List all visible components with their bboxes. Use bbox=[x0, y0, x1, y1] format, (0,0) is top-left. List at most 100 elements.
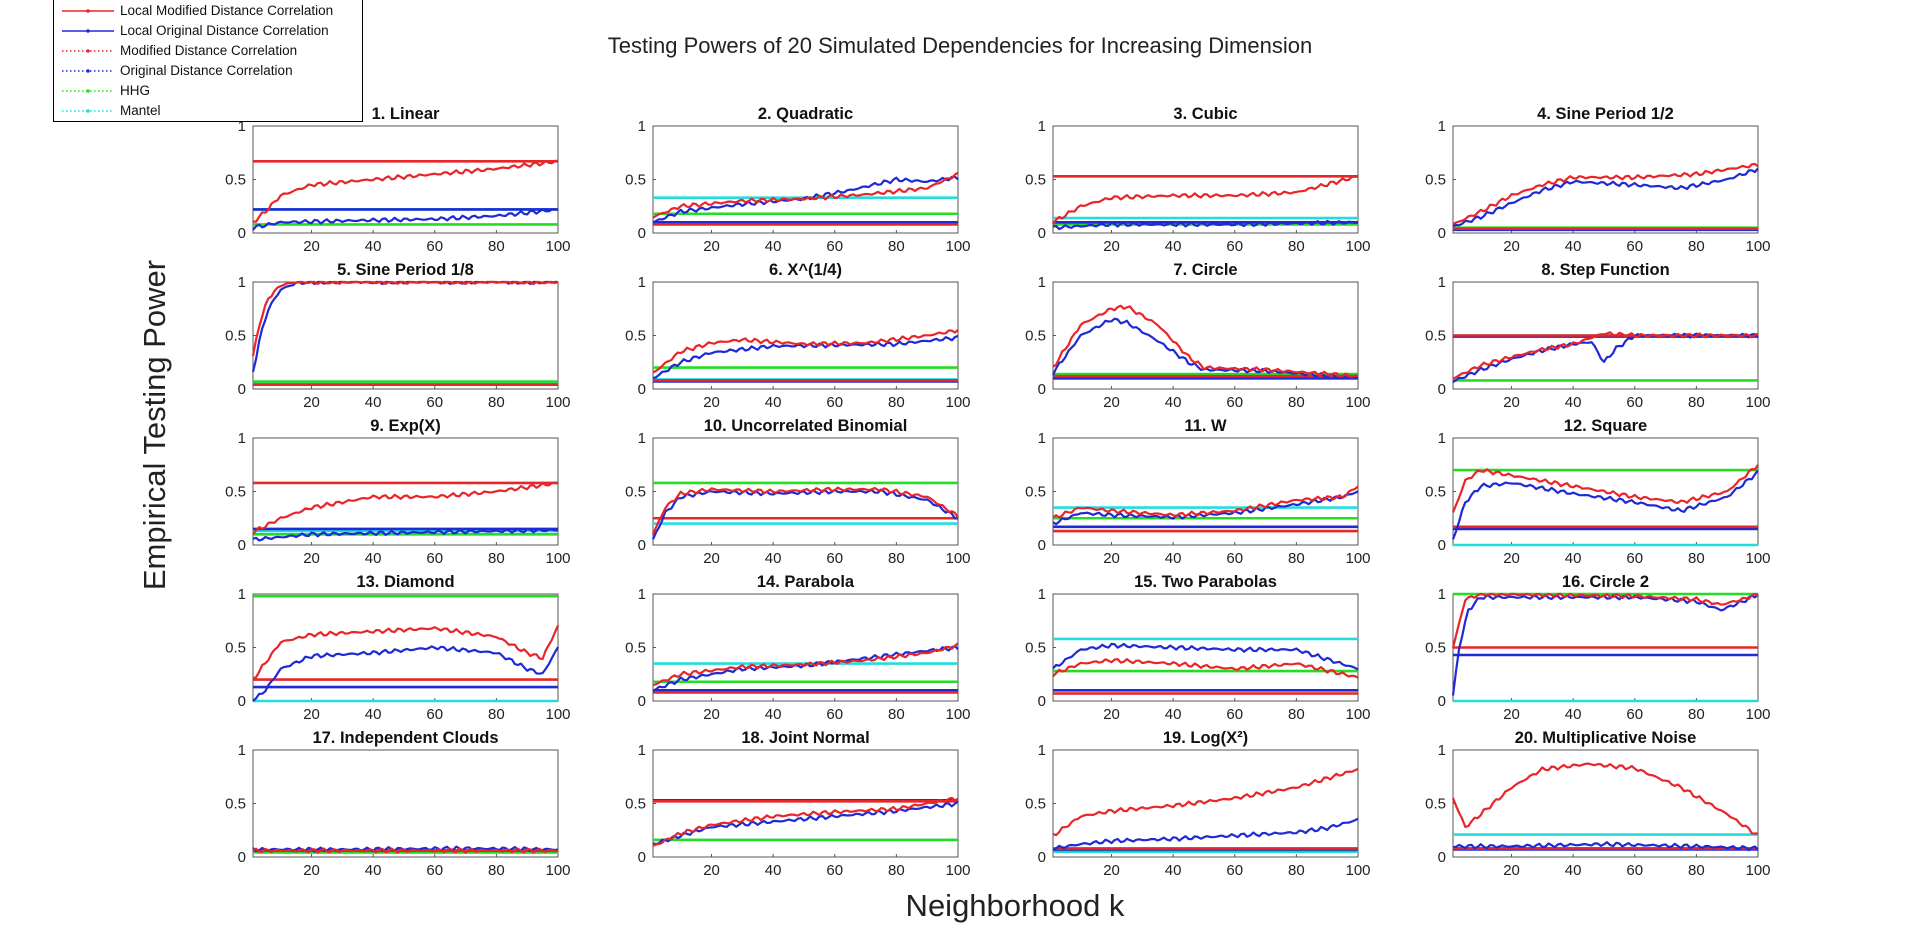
panel-12: 12. Square 20 40 60 80 100 0 0.5 1 bbox=[1425, 417, 1770, 567]
y-tick-label: 0.5 bbox=[1025, 172, 1046, 189]
y-tick-label: 0 bbox=[638, 225, 646, 242]
local-mcorr-line bbox=[1452, 162, 1759, 226]
y-tick-label: 0 bbox=[638, 381, 646, 398]
x-tick-label: 60 bbox=[1626, 550, 1643, 567]
x-tick-label: 80 bbox=[488, 706, 505, 723]
panel-16: 16. Circle 2 20 40 60 80 100 0 0.5 1 bbox=[1425, 573, 1770, 723]
x-tick-label: 100 bbox=[1745, 394, 1770, 411]
y-axis-label: Empirical Testing Power bbox=[137, 259, 172, 591]
x-tick-label: 20 bbox=[303, 238, 320, 255]
x-tick-label: 20 bbox=[1103, 238, 1120, 255]
y-tick-label: 0.5 bbox=[1025, 640, 1046, 657]
axes-box bbox=[1452, 125, 1759, 234]
y-tick-label: 0 bbox=[1438, 225, 1446, 242]
x-tick-label: 80 bbox=[888, 706, 905, 723]
legend-entry-local-mcorr: Local Modified Distance Correlation bbox=[54, 1, 362, 21]
y-tick-label: 0.5 bbox=[1425, 640, 1446, 657]
x-tick-label: 60 bbox=[426, 706, 443, 723]
y-tick-label: 0 bbox=[238, 693, 246, 710]
panel-title: 12. Square bbox=[1564, 417, 1647, 435]
y-tick-label: 0 bbox=[1038, 225, 1046, 242]
panel-15: 15. Two Parabolas 20 40 60 80 100 0 0.5 1 bbox=[1025, 573, 1370, 723]
local-dcorr-line bbox=[1452, 841, 1759, 852]
y-tick-label: 0.5 bbox=[625, 172, 646, 189]
panel-title: 20. Multiplicative Noise bbox=[1515, 729, 1697, 747]
y-tick-label: 0 bbox=[638, 849, 646, 866]
x-tick-label: 60 bbox=[826, 238, 843, 255]
x-tick-label: 40 bbox=[1565, 706, 1582, 723]
y-tick-label: 0.5 bbox=[1425, 484, 1446, 501]
y-tick-label: 0 bbox=[1438, 849, 1446, 866]
local-mcorr-line bbox=[651, 486, 959, 535]
legend-label: Original Distance Correlation bbox=[120, 63, 293, 78]
x-tick-label: 20 bbox=[703, 706, 720, 723]
y-tick-label: 0.5 bbox=[225, 796, 246, 813]
local-mcorr-line bbox=[252, 159, 559, 223]
x-tick-label: 60 bbox=[426, 862, 443, 879]
panel-17: 17. Independent Clouds 20 40 60 80 100 0 0.5 1 bbox=[225, 729, 570, 879]
panel-14: 14. Parabola 20 40 60 80 100 0 0.5 1 bbox=[625, 573, 970, 723]
x-axis-label: Neighborhood k bbox=[905, 888, 1125, 923]
local-mcorr-line bbox=[1052, 304, 1359, 378]
local-mcorr-line bbox=[252, 847, 559, 854]
x-tick-label: 100 bbox=[1345, 862, 1370, 879]
axes-box bbox=[652, 593, 959, 702]
x-tick-label: 20 bbox=[1503, 550, 1520, 567]
y-tick-label: 0.5 bbox=[1025, 328, 1046, 345]
panel-title: 19. Log(X²) bbox=[1163, 729, 1248, 747]
panel-title: 10. Uncorrelated Binomial bbox=[704, 417, 908, 435]
legend-swatch-local-mcorr bbox=[62, 9, 114, 13]
x-tick-label: 100 bbox=[1745, 862, 1770, 879]
panel-title: 16. Circle 2 bbox=[1562, 573, 1649, 591]
panel-2: 2. Quadratic 20 40 60 80 100 0 0.5 1 bbox=[625, 105, 970, 255]
local-dcorr-line bbox=[1052, 490, 1359, 526]
local-mcorr-line bbox=[252, 481, 559, 535]
y-tick-label: 0.5 bbox=[625, 640, 646, 657]
x-tick-label: 20 bbox=[1103, 550, 1120, 567]
x-tick-label: 100 bbox=[1745, 550, 1770, 567]
panel-9: 9. Exp(X) 20 40 60 80 100 0 0.5 1 bbox=[225, 417, 570, 567]
axes-box bbox=[652, 281, 959, 390]
x-tick-label: 100 bbox=[945, 706, 970, 723]
x-tick-label: 80 bbox=[1288, 394, 1305, 411]
x-tick-label: 40 bbox=[765, 394, 782, 411]
axes-box bbox=[1052, 125, 1359, 234]
local-mcorr-line bbox=[251, 280, 559, 357]
x-tick-label: 40 bbox=[1165, 550, 1182, 567]
panel-11: 11. W 20 40 60 80 100 0 0.5 1 bbox=[1025, 417, 1370, 567]
y-tick-label: 1 bbox=[238, 274, 246, 291]
x-tick-label: 40 bbox=[1165, 394, 1182, 411]
local-mcorr-line bbox=[652, 642, 959, 687]
x-tick-label: 40 bbox=[1165, 706, 1182, 723]
x-tick-label: 80 bbox=[888, 394, 905, 411]
panel-10: 10. Uncorrelated Binomial 20 40 60 80 100 0 0.5… bbox=[625, 417, 970, 567]
x-tick-label: 100 bbox=[1345, 550, 1370, 567]
x-tick-label: 80 bbox=[488, 862, 505, 879]
y-tick-label: 1 bbox=[238, 118, 246, 135]
panel-6: 6. X^(1/4) 20 40 60 80 100 0 0.5 1 bbox=[625, 261, 970, 411]
x-tick-label: 100 bbox=[545, 394, 570, 411]
x-tick-label: 40 bbox=[1565, 550, 1582, 567]
chart-title: Testing Powers of 20 Simulated Dependenc… bbox=[607, 33, 1313, 58]
x-tick-label: 80 bbox=[1288, 862, 1305, 879]
x-tick-label: 40 bbox=[765, 706, 782, 723]
local-mcorr-line bbox=[1451, 464, 1759, 513]
panel-5: 5. Sine Period 1/8 20 40 60 80 100 0 0.5 1 bbox=[225, 261, 570, 411]
y-tick-label: 0 bbox=[1038, 693, 1046, 710]
x-tick-label: 60 bbox=[826, 862, 843, 879]
x-tick-label: 20 bbox=[303, 862, 320, 879]
legend-label: HHG bbox=[120, 83, 150, 98]
x-tick-label: 60 bbox=[1626, 862, 1643, 879]
x-tick-label: 20 bbox=[1503, 394, 1520, 411]
y-tick-label: 1 bbox=[638, 118, 646, 135]
local-dcorr-line bbox=[652, 334, 959, 380]
local-mcorr-line bbox=[1452, 331, 1759, 380]
legend-entry-mcorr: Modified Distance Correlation bbox=[54, 41, 362, 61]
y-tick-label: 0 bbox=[1038, 537, 1046, 554]
y-tick-label: 0 bbox=[238, 225, 246, 242]
y-tick-label: 0.5 bbox=[225, 172, 246, 189]
x-tick-label: 80 bbox=[488, 394, 505, 411]
legend-label: Local Modified Distance Correlation bbox=[120, 3, 334, 18]
axes-box bbox=[252, 281, 559, 390]
